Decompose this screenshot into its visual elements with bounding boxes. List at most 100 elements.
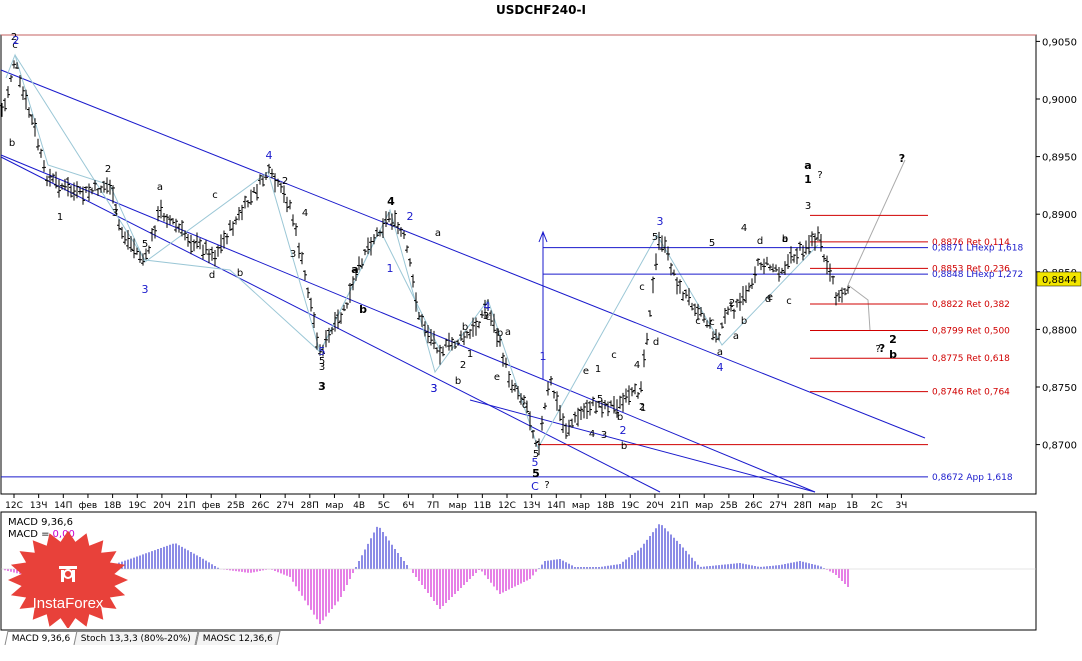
price-bar [561,413,565,433]
time-tick-label: 25В [720,501,738,511]
time-tick-label: 7П [427,501,440,511]
price-bar [450,336,454,351]
price-bar [462,331,466,346]
price-bar [696,303,700,321]
price-bar [27,107,31,118]
wave-label: c [12,40,18,51]
price-bar [720,322,724,329]
price-bar [399,227,403,237]
macd-plot-frame [0,511,1037,631]
price-bar [585,399,589,420]
price-bar [774,264,778,272]
time-tick-label: 1В [846,501,858,511]
price-bar [90,187,94,195]
wave-label: d [765,294,771,305]
time-tick-label: фев [79,501,98,511]
price-bar [279,182,283,193]
price-bar [183,230,187,241]
price-bar [318,344,322,356]
wave-label-bold: 4 [387,195,395,208]
price-bar [708,317,712,329]
price-bar [66,176,70,197]
price-bar [201,244,205,260]
price-bar [768,264,772,271]
time-tick-label: 4В [353,501,365,511]
price-bar [372,234,376,245]
price-bar [729,300,733,312]
price-bar [627,385,631,405]
price-bar [642,349,646,368]
time-tick-label: 2С [871,501,883,511]
price-bar [654,253,658,271]
price-bar [783,261,787,275]
wave-label: b [9,138,15,149]
price-bar [483,299,487,319]
price-bar [588,401,592,416]
price-bar [432,330,436,350]
wave-label-blue: 5 [532,456,539,469]
price-bar [180,220,184,237]
tab-maosc[interactable]: MAOSC 12,36,6 [195,631,281,645]
price-bar [666,246,670,261]
price-bar [252,187,256,194]
price-bar [225,233,229,245]
wave-label-blue: 4 [717,361,724,374]
price-bar [639,381,643,393]
price-bar [840,287,844,303]
wave-label: 4 [634,360,640,371]
time-tick-label: 3Ч [895,501,907,511]
chart-title: USDCHF240-I [496,3,586,17]
price-bar [237,207,241,221]
wave-label: 1 [467,349,473,360]
price-bar [684,289,688,299]
price-bar [21,86,25,101]
time-tick-label: 14П [547,501,565,511]
price-bar [15,62,19,69]
price-bar [159,199,163,219]
tab-stoch[interactable]: Stoch 13,3,3 (80%-20%) [73,631,199,645]
level-label: 0,8799 Ret 0,500 [932,327,1010,337]
wave-label-blue: 3 [657,215,664,228]
price-bar [339,312,343,324]
price-bar [531,430,535,439]
price-bar [216,245,220,257]
price-bar [516,385,520,400]
price-tick-label: 0,8750 [1042,383,1077,394]
price-bar [453,340,457,349]
wave-label: a [157,182,163,193]
price-bar [582,403,586,419]
price-bar [714,328,718,343]
wave-label: c [485,312,491,323]
price-bar [294,223,298,237]
price-bar [402,230,406,239]
wave-label-bold: b [889,348,897,361]
price-bar [771,263,775,273]
price-bar [591,396,595,407]
price-bar [75,181,79,199]
price-bar [693,303,697,317]
wave-label-blue: 2 [13,34,20,47]
price-tick-label: 0,8900 [1042,210,1077,221]
price-bar [141,253,145,266]
wave-label-blue: 1 [540,350,547,363]
indicator-tabs: MACD 9,36,6 Stoch 13,3,3 (80%-20%) MAOSC… [4,631,281,645]
level-label: 0,8672 App 1,618 [932,473,1013,483]
price-bar [723,307,727,324]
wave-label: c [695,316,701,327]
tab-macd[interactable]: MACD 9,36,6 [4,631,78,645]
price-bar [48,168,52,187]
wave-label: 1 [595,364,601,375]
price-bar [612,396,616,414]
price-bar [393,210,397,228]
wave-label: 5 [533,449,539,460]
price-bar [555,391,559,411]
price-bar [732,308,736,319]
price-bar [30,114,34,125]
price-bar [351,276,355,291]
price-bar [63,178,67,191]
price-bar [468,329,472,339]
price-bar [618,395,622,409]
wave-label-bold: 3 [318,380,326,393]
price-tick-label: 0,8950 [1042,153,1077,164]
price-bar [747,282,751,292]
